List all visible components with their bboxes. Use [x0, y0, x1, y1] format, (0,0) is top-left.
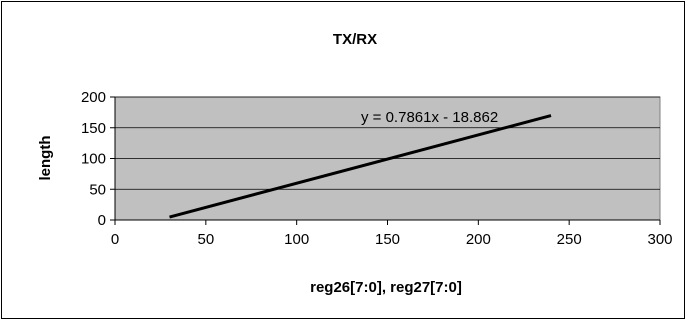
chart-title: TX/RX: [333, 31, 377, 48]
y-tick-label: 100: [81, 151, 106, 168]
y-axis: 0 50 100 150 200: [81, 89, 116, 229]
x-tick-label: 0: [111, 231, 119, 248]
y-axis-label: length: [37, 136, 54, 181]
x-axis: 0 50 100 150 200 250 300: [111, 219, 673, 248]
trendline-equation: y = 0.7861x - 18.862: [361, 109, 498, 126]
series-group: [169, 114, 552, 219]
x-tick-label: 150: [375, 231, 400, 248]
x-tick-label: 100: [284, 231, 309, 248]
x-tick-label: 300: [647, 231, 672, 248]
x-tick-label: 200: [466, 231, 491, 248]
y-tick-label: 200: [81, 89, 106, 106]
series-line: [169, 114, 552, 219]
x-axis-label: reg26[7:0], reg27[7:0]: [310, 279, 462, 296]
x-tick-label: 50: [197, 231, 214, 248]
y-tick-label: 50: [89, 181, 106, 198]
x-tick-label: 250: [557, 231, 582, 248]
y-tick-label: 0: [98, 212, 106, 229]
y-tick-label: 150: [81, 120, 106, 137]
